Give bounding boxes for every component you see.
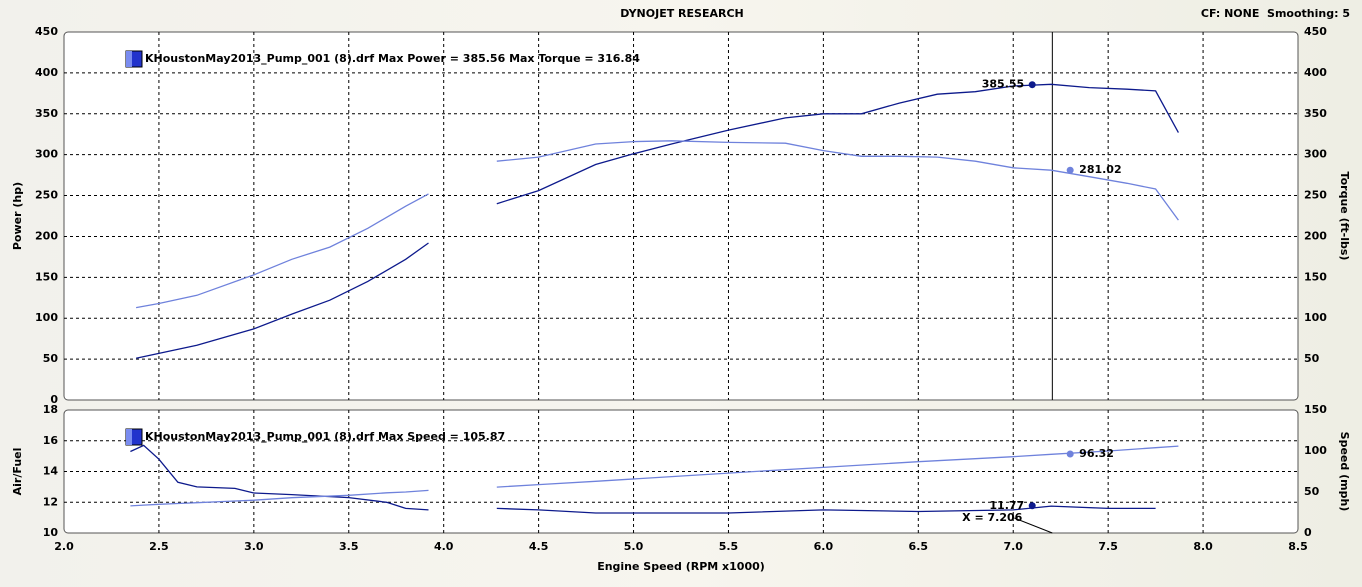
- cursor-label: X = 7.206: [962, 511, 1022, 524]
- legend-text: KHoustonMay2013_Pump_001 (8).drf Max Spe…: [145, 430, 505, 443]
- marker-label: 11.77: [989, 499, 1024, 512]
- marker: [1066, 450, 1074, 458]
- title: DYNOJET RESEARCH: [620, 7, 743, 20]
- x-tick-label: 6.5: [909, 540, 929, 553]
- x-axis-label: Engine Speed (RPM x1000): [597, 560, 765, 573]
- y-tick-label: 18: [43, 403, 58, 416]
- series-line: [130, 444, 1156, 514]
- y-tick-label: 0: [50, 393, 58, 406]
- x-tick-label: 4.0: [434, 540, 454, 553]
- y2-tick-label: 300: [1304, 148, 1327, 161]
- x-tick-label: 8.0: [1193, 540, 1213, 553]
- legend-swatch-highlight: [126, 51, 132, 67]
- y2-tick-label: 0: [1304, 526, 1312, 539]
- marker: [1028, 502, 1036, 510]
- y-tick-label: 200: [35, 229, 58, 242]
- x-tick-label: 7.5: [1098, 540, 1118, 553]
- x-tick-label: 2.5: [149, 540, 169, 553]
- y-tick-label: 10: [43, 526, 59, 539]
- marker-label: 385.55: [982, 78, 1024, 91]
- y2-tick-label: 450: [1304, 25, 1327, 38]
- x-tick-label: 3.5: [339, 540, 359, 553]
- y-tick-label: 12: [43, 495, 58, 508]
- y-tick-label: 350: [35, 107, 58, 120]
- y2-tick-label: 100: [1304, 311, 1327, 324]
- x-tick-label: 6.0: [814, 540, 834, 553]
- y2-tick-label: 50: [1304, 485, 1320, 498]
- y2-tick-label: 400: [1304, 66, 1327, 79]
- x-tick-label: 7.0: [1003, 540, 1023, 553]
- plot-area: [63, 409, 1299, 534]
- y-tick-label: 250: [35, 189, 58, 202]
- y2-tick-label: 150: [1304, 270, 1327, 283]
- y2-tick-label: 250: [1304, 189, 1327, 202]
- y-tick-label: 100: [35, 311, 58, 324]
- marker-label: 281.02: [1079, 163, 1121, 176]
- legend-text: KHoustonMay2013_Pump_001 (8).drf Max Pow…: [145, 52, 640, 65]
- y-axis-label: Power (hp): [11, 182, 24, 250]
- x-tick-label: 5.0: [624, 540, 644, 553]
- marker: [1066, 166, 1074, 174]
- y-tick-label: 16: [43, 434, 59, 447]
- y2-tick-label: 350: [1304, 107, 1327, 120]
- y2-tick-label: 200: [1304, 229, 1327, 242]
- marker: [1028, 81, 1036, 89]
- x-tick-label: 2.0: [54, 540, 74, 553]
- y2-axis-label: Speed (mph): [1338, 432, 1351, 512]
- series-line: [135, 83, 1179, 359]
- plot-area: [63, 31, 1299, 401]
- y2-tick-label: 100: [1304, 444, 1327, 457]
- cursor-pointer: [1014, 517, 1053, 534]
- y2-tick-label: 50: [1304, 352, 1320, 365]
- marker-label: 96.32: [1079, 447, 1114, 460]
- series-line: [130, 445, 1179, 507]
- y-tick-label: 400: [35, 66, 58, 79]
- legend-swatch-highlight: [126, 429, 132, 445]
- settings: CF: NONE Smoothing: 5: [1201, 7, 1350, 20]
- x-tick-label: 5.5: [719, 540, 739, 553]
- y-tick-label: 50: [43, 352, 59, 365]
- y-tick-label: 150: [35, 270, 58, 283]
- y2-axis-label: Torque (ft-lbs): [1338, 172, 1351, 261]
- x-tick-label: 3.0: [244, 540, 264, 553]
- y-tick-label: 300: [35, 148, 58, 161]
- y-axis-label: Air/Fuel: [11, 448, 24, 496]
- series-line: [135, 140, 1179, 309]
- y-tick-label: 14: [43, 465, 59, 478]
- x-tick-label: 4.5: [529, 540, 549, 553]
- y2-tick-label: 150: [1304, 403, 1327, 416]
- y-tick-label: 450: [35, 25, 58, 38]
- x-tick-label: 8.5: [1288, 540, 1308, 553]
